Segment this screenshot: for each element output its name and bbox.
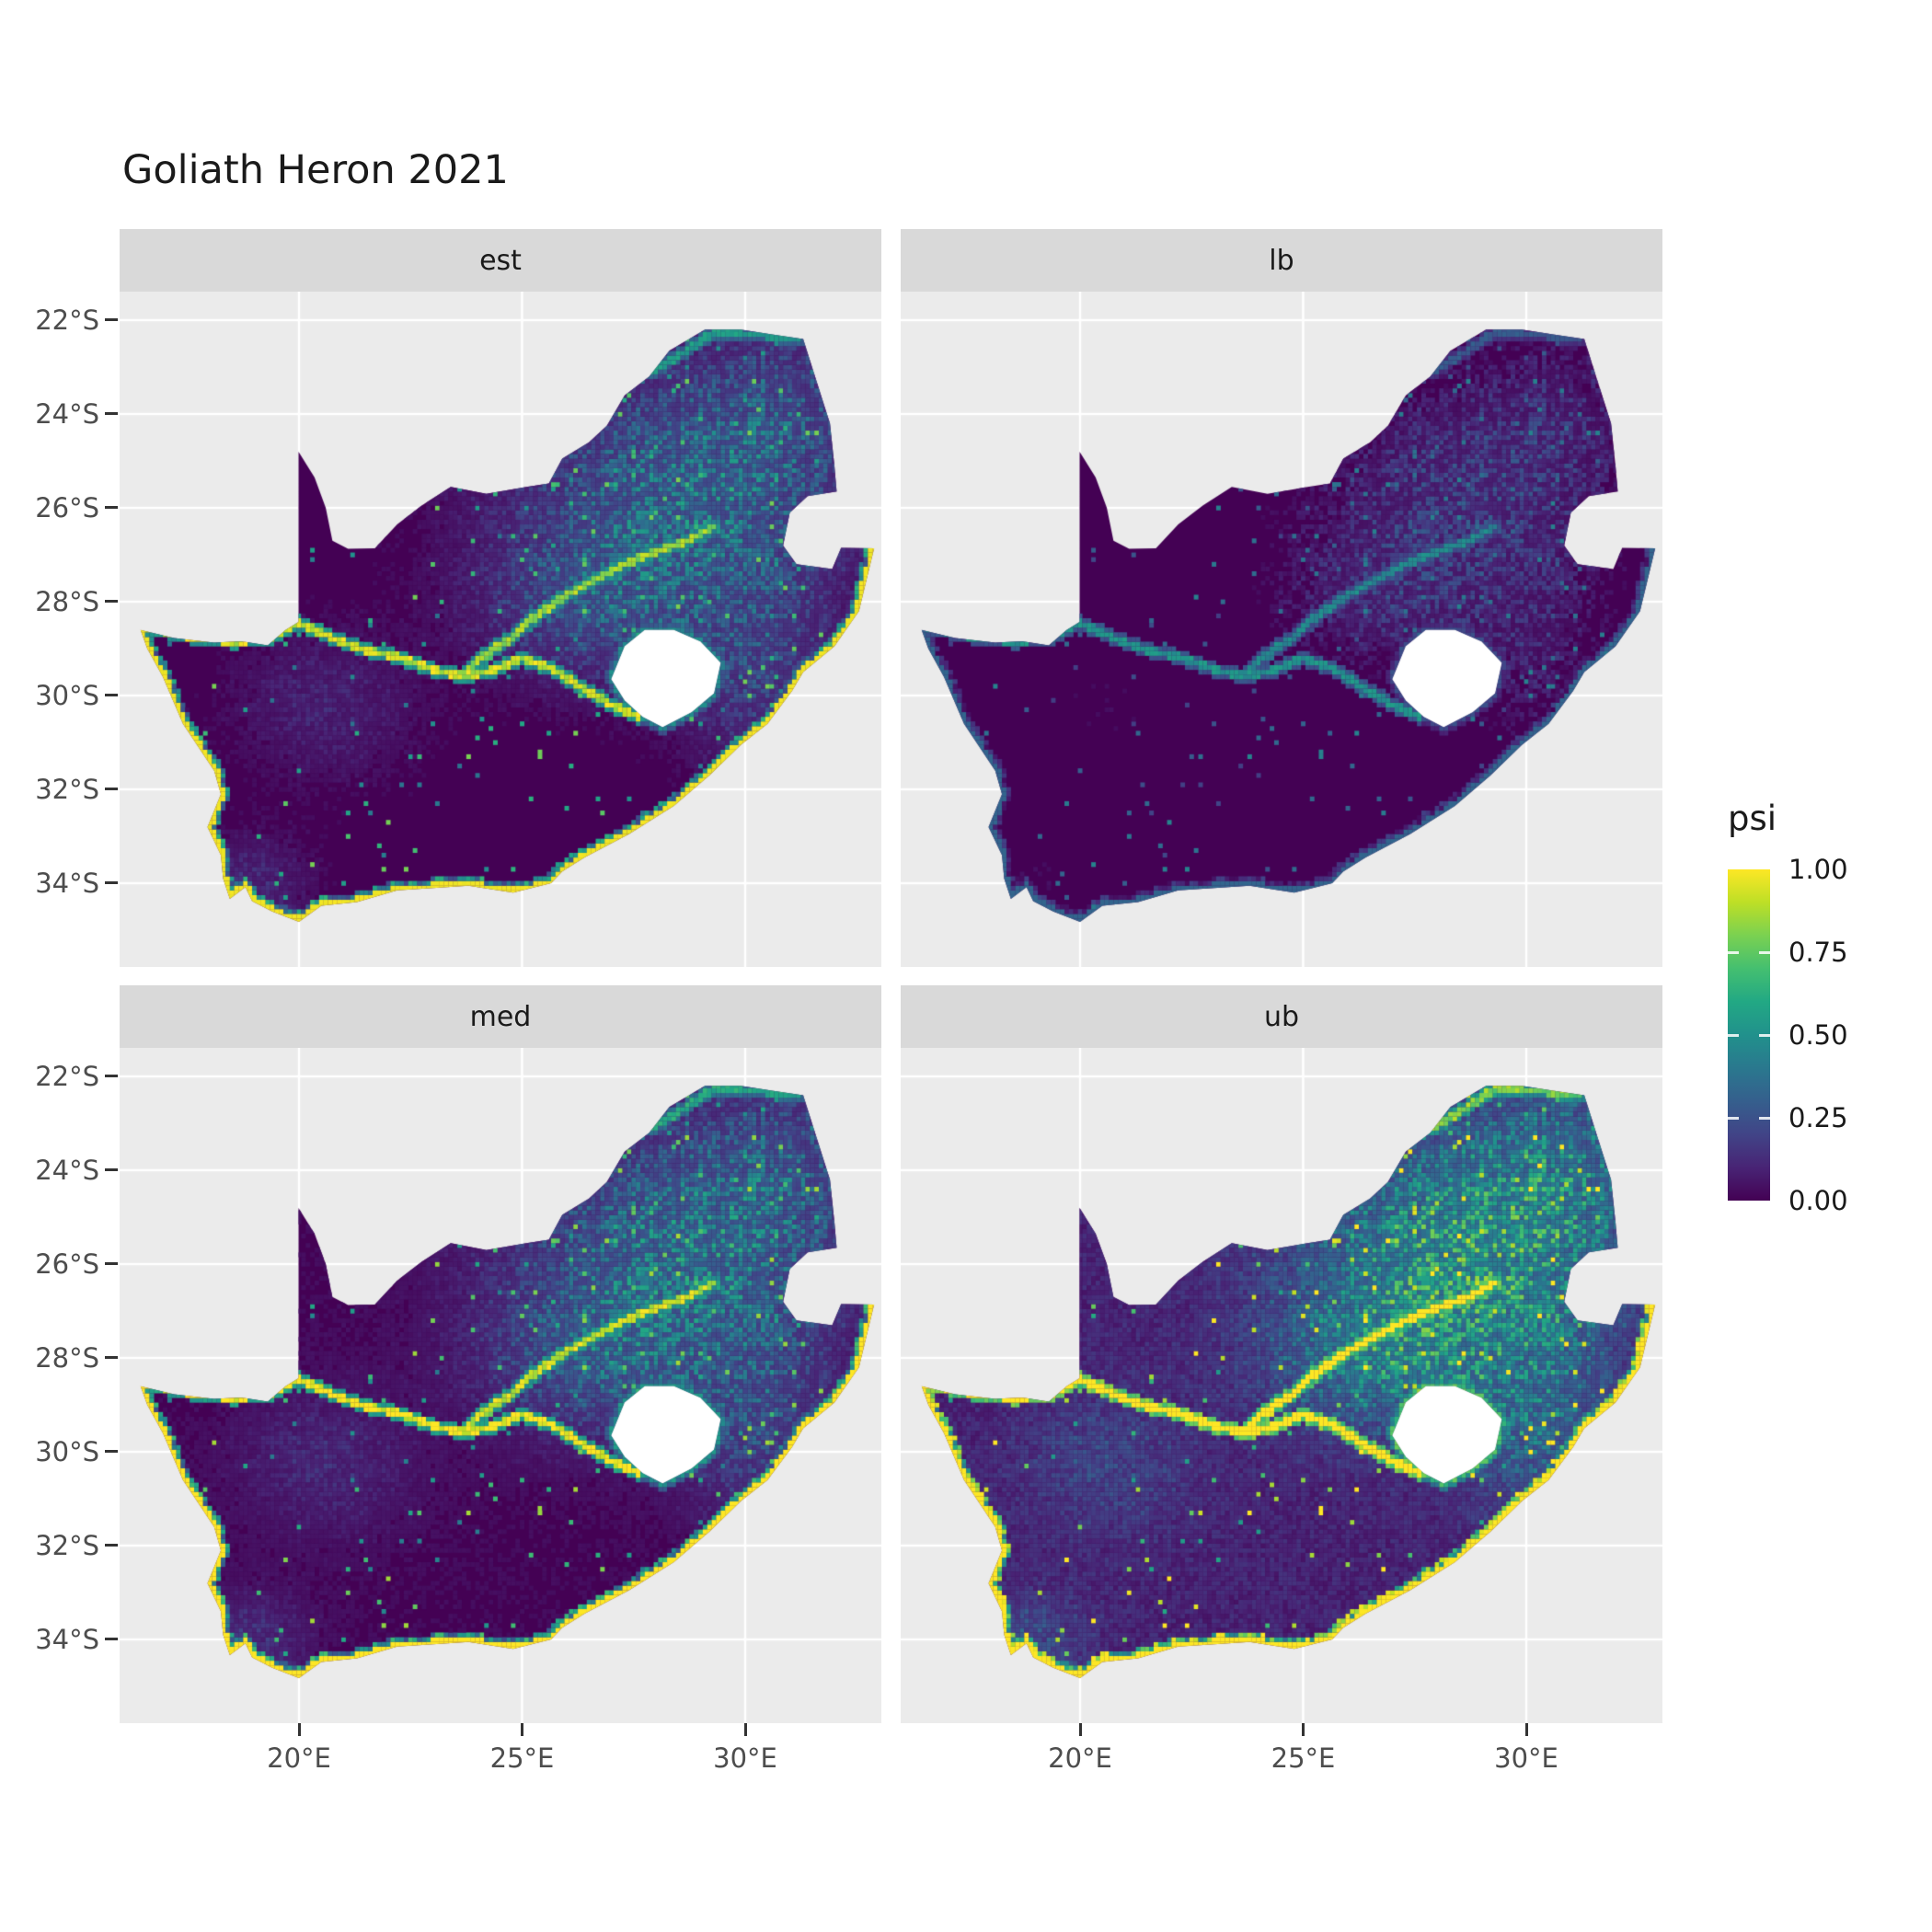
colorbar-tick — [1759, 1116, 1770, 1120]
x-axis-tick-label: 30°E — [1494, 1742, 1558, 1774]
y-axis-tick — [105, 788, 118, 790]
legend-tick-label: 1.00 — [1788, 854, 1848, 885]
y-axis-tick-label: 34°S — [35, 1624, 99, 1655]
legend-colorbar — [1728, 869, 1770, 1201]
facet-strip-ub: ub — [901, 985, 1662, 1048]
colorbar-tick — [1759, 950, 1770, 954]
colorbar-tick — [1728, 950, 1739, 954]
y-axis-tick-label: 26°S — [35, 1248, 99, 1280]
y-axis-tick — [105, 318, 118, 321]
x-axis-tick — [1302, 1723, 1305, 1736]
y-axis-tick-label: 28°S — [35, 586, 99, 617]
facet-map-ub — [901, 1048, 1662, 1723]
facet-strip-est: est — [120, 229, 881, 292]
y-axis-tick-label: 32°S — [35, 774, 99, 805]
x-axis-tick — [521, 1723, 523, 1736]
colorbar-tick — [1728, 1033, 1739, 1037]
x-axis-tick-label: 25°E — [489, 1742, 555, 1774]
y-axis-tick — [105, 1544, 118, 1547]
legend-tick-label: 0.25 — [1788, 1102, 1848, 1133]
y-axis-tick — [105, 694, 118, 696]
y-axis-tick-label: 26°S — [35, 492, 99, 523]
colorbar-tick — [1759, 1033, 1770, 1037]
y-axis-tick — [105, 506, 118, 509]
facet-label-lb: lb — [1269, 244, 1294, 277]
y-axis-tick — [105, 1638, 118, 1640]
facet-strip-lb: lb — [901, 229, 1662, 292]
y-axis-tick-label: 30°S — [35, 1436, 99, 1467]
facet-label-est: est — [479, 244, 522, 277]
legend-tick-label: 0.75 — [1788, 937, 1848, 968]
y-axis-tick-label: 30°S — [35, 680, 99, 711]
y-axis-tick — [105, 1075, 118, 1077]
y-axis-tick-label: 22°S — [35, 305, 99, 336]
x-axis-tick-label: 20°E — [267, 1742, 331, 1774]
facet-map-med — [120, 1048, 881, 1723]
y-axis-tick-label: 28°S — [35, 1342, 99, 1374]
x-axis-tick — [297, 1723, 301, 1736]
facet-map-est — [120, 292, 881, 967]
x-axis-tick-label: 20°E — [1048, 1742, 1112, 1774]
y-axis-tick-label: 24°S — [35, 1155, 99, 1186]
x-axis-tick-label: 30°E — [713, 1742, 777, 1774]
facet-map-lb — [901, 292, 1662, 967]
colorbar-tick — [1728, 1116, 1739, 1120]
y-axis-tick — [105, 1168, 118, 1171]
y-axis-tick-label: 24°S — [35, 398, 99, 430]
x-axis-tick — [1524, 1723, 1528, 1736]
y-axis-tick — [105, 600, 118, 603]
x-axis-tick — [1078, 1723, 1082, 1736]
y-axis-tick — [105, 1356, 118, 1359]
y-axis-tick-label: 34°S — [35, 868, 99, 899]
y-axis-tick — [105, 412, 118, 415]
y-axis-tick-label: 32°S — [35, 1530, 99, 1561]
legend-title: psi — [1728, 799, 1777, 838]
y-axis-tick — [105, 1262, 118, 1265]
x-axis-tick-label: 25°E — [1271, 1742, 1336, 1774]
facet-strip-med: med — [120, 985, 881, 1048]
legend-tick-label: 0.50 — [1788, 1019, 1848, 1051]
y-axis-tick — [105, 881, 118, 884]
facet-label-med: med — [469, 1000, 532, 1033]
facet-label-ub: ub — [1263, 1000, 1300, 1033]
plot-title: Goliath Heron 2021 — [122, 147, 509, 193]
x-axis-tick — [743, 1723, 747, 1736]
y-axis-tick-label: 22°S — [35, 1061, 99, 1092]
legend-tick-label: 0.00 — [1788, 1185, 1848, 1216]
y-axis-tick — [105, 1450, 118, 1453]
